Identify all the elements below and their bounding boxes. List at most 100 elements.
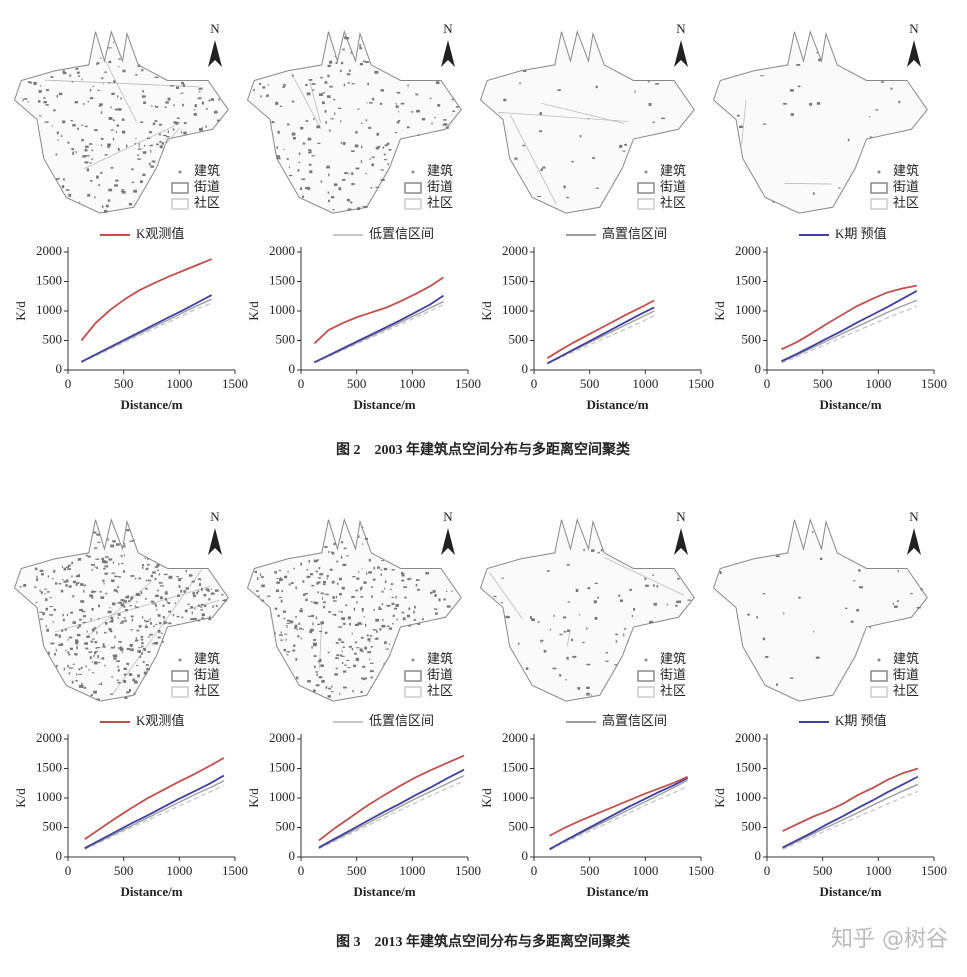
building-spot <box>765 656 769 658</box>
building-spot <box>192 594 196 598</box>
series-line <box>84 757 225 841</box>
building-spot <box>358 535 360 538</box>
building-spot <box>68 193 72 197</box>
building-spot <box>586 692 590 696</box>
building-spot <box>391 596 394 598</box>
building-spot <box>96 698 100 700</box>
building-spot <box>92 85 95 87</box>
building-spot <box>58 634 61 638</box>
building-spot <box>81 124 84 126</box>
building-spot <box>362 60 366 63</box>
building-spot <box>296 628 298 631</box>
x-tick-label: 1000 <box>399 376 425 391</box>
building-spot <box>157 636 161 639</box>
building-spot <box>503 98 507 102</box>
y-tick-label: 0 <box>289 848 296 863</box>
y-tick-label: 1500 <box>502 272 528 287</box>
map-outline <box>479 518 695 702</box>
building-spot <box>159 123 162 126</box>
building-spot <box>531 618 535 622</box>
building-spot <box>271 121 275 124</box>
building-spot <box>570 638 573 642</box>
building-spot <box>76 626 80 629</box>
building-spot <box>210 588 212 590</box>
building-spot <box>200 579 202 581</box>
x-tick-label: 1500 <box>455 376 481 391</box>
building-spot <box>89 97 94 100</box>
building-spot <box>109 630 113 633</box>
x-axis-label: Distance/m <box>819 884 881 899</box>
building-spot <box>123 667 128 671</box>
building-spot <box>307 680 311 683</box>
building-spot <box>614 664 618 666</box>
building-spot <box>46 628 49 632</box>
building-spot <box>174 602 177 605</box>
building-spot <box>104 621 108 625</box>
building-spot <box>137 148 142 150</box>
building-spot <box>100 171 103 174</box>
building-spot <box>352 576 356 578</box>
building-spot <box>652 121 656 123</box>
building-spot <box>152 122 156 126</box>
building-spot <box>366 634 369 637</box>
building-spot <box>155 641 159 645</box>
legend-label: 社区 <box>660 195 686 210</box>
building-spot <box>75 640 79 644</box>
building-spot <box>45 89 50 91</box>
building-spot <box>349 201 353 204</box>
building-spot <box>200 603 204 606</box>
series-line <box>781 305 917 364</box>
y-tick-label: 500 <box>276 818 296 833</box>
building-spot <box>136 629 140 632</box>
building-spot <box>327 687 330 689</box>
building-spot <box>135 637 138 640</box>
building-spot <box>392 622 394 625</box>
building-spot <box>398 119 401 122</box>
building-spot <box>35 601 38 604</box>
building-spot <box>380 179 385 181</box>
building-spot <box>443 119 447 121</box>
building-spot <box>345 37 350 40</box>
building-spot <box>81 139 84 142</box>
building-spot <box>334 55 337 58</box>
building-spot <box>402 617 406 621</box>
building-spot <box>452 110 455 112</box>
building-spot <box>562 616 567 619</box>
y-tick-label: 1500 <box>36 272 62 287</box>
building-spot <box>317 142 321 144</box>
building-spot <box>43 101 47 104</box>
building-spot <box>93 531 97 534</box>
building-spot <box>173 121 177 124</box>
building-spot <box>50 76 54 78</box>
legend-icon <box>411 170 415 174</box>
building-spot <box>677 577 680 580</box>
street-line <box>566 630 571 647</box>
building-spot <box>571 160 574 163</box>
building-spot <box>396 618 398 621</box>
y-tick-label: 500 <box>43 331 63 346</box>
building-spot <box>395 132 398 134</box>
building-spot <box>194 104 197 107</box>
building-spot <box>324 631 328 634</box>
building-spot <box>283 618 286 620</box>
building-spot <box>121 562 124 565</box>
building-spot <box>320 592 324 595</box>
legend-label: 社区 <box>660 683 686 698</box>
building-spot <box>209 615 211 619</box>
building-spot <box>81 610 86 613</box>
y-tick-label: 0 <box>522 848 529 863</box>
building-spot <box>305 120 309 122</box>
building-spot <box>311 83 316 85</box>
building-spot <box>144 648 147 651</box>
building-spot <box>133 189 137 193</box>
building-spot <box>95 650 99 652</box>
series-line <box>318 774 465 849</box>
building-spot <box>115 179 119 182</box>
building-spot <box>856 608 859 612</box>
building-spot <box>112 119 115 122</box>
building-spot <box>373 566 376 570</box>
legend-icon <box>171 686 189 698</box>
building-spot <box>119 647 124 651</box>
building-spot <box>299 627 303 630</box>
